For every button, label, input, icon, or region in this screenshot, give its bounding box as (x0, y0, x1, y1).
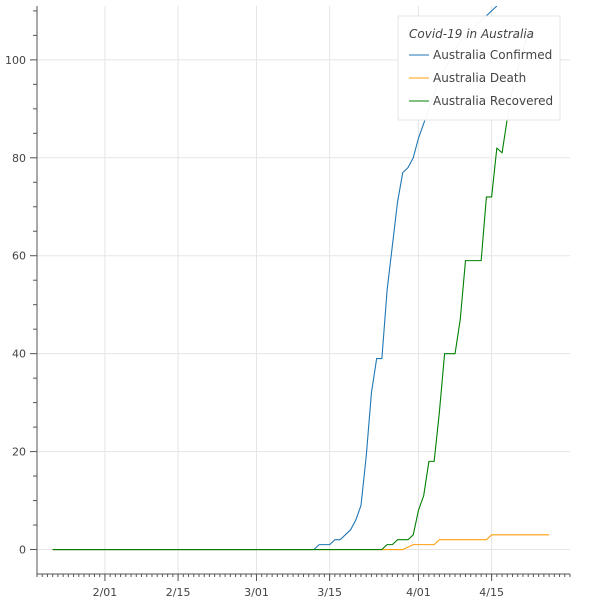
x-tick-label: 3/15 (317, 586, 342, 599)
x-tick-label: 2/15 (166, 586, 191, 599)
y-tick-label: 80 (12, 152, 26, 165)
x-tick-label: 4/15 (479, 586, 504, 599)
legend-item: Australia Confirmed (409, 48, 552, 62)
x-tick-label: 3/01 (244, 586, 269, 599)
legend-label: Australia Recovered (433, 94, 553, 108)
x-tick-label: 4/01 (406, 586, 431, 599)
axes: 0 20 40 60 80 100 2/01 2/15 3/01 3/15 4/01 4/15 (5, 6, 571, 599)
legend-item: Australia Death (409, 71, 526, 85)
series-line (52, 30, 529, 551)
legend-box (397, 15, 561, 121)
legend-label: Australia Confirmed (433, 48, 552, 62)
legend-label: Australia Death (433, 71, 526, 85)
legend: Covid-19 in Australia Australia Confirme… (397, 15, 561, 121)
y-tick-label: 20 (12, 446, 26, 459)
y-tick-label: 0 (19, 544, 26, 557)
legend-title: Covid-19 in Australia (409, 27, 534, 41)
legend-item: Australia Recovered (409, 94, 553, 108)
y-tick-label: 60 (12, 250, 26, 263)
y-tick-label: 100 (5, 54, 26, 67)
series-line (52, 534, 550, 551)
x-tick-label: 2/01 (93, 586, 118, 599)
y-tick-label: 40 (12, 348, 26, 361)
